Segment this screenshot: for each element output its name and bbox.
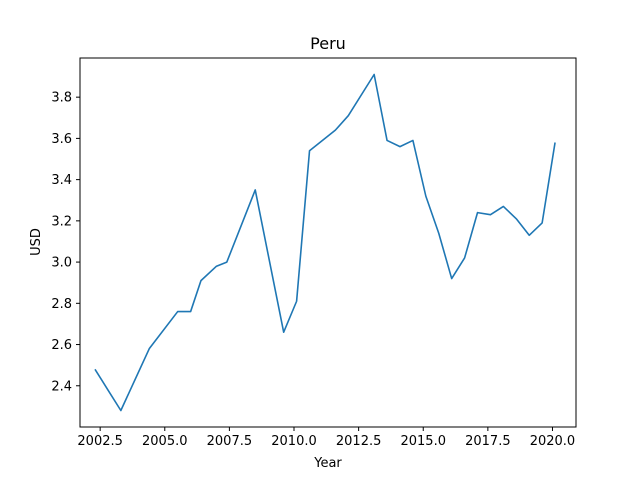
y-tick-label: 2.6 [51, 338, 72, 353]
chart-title: Peru [310, 34, 346, 53]
x-tick-label: 2005.0 [142, 434, 188, 449]
x-tick-label: 2015.0 [400, 434, 446, 449]
y-tick-label: 2.8 [51, 297, 72, 312]
x-axis: 2002.5 2005.0 2007.5 2010.0 2012.5 2015.0 2017… [77, 427, 575, 449]
y-tick-label: 3.0 [51, 256, 72, 271]
x-tick-label: 2010.0 [271, 434, 317, 449]
y-tick-label: 3.8 [51, 91, 72, 106]
x-axis-label: Year [313, 456, 342, 471]
x-tick-label: 2012.5 [336, 434, 382, 449]
y-axis-label: USD [29, 228, 44, 256]
y-tick-label: 2.4 [51, 379, 72, 394]
x-tick-label: 2002.5 [77, 434, 123, 449]
y-tick-label: 3.4 [51, 173, 72, 188]
x-tick-label: 2007.5 [207, 434, 253, 449]
axes-frame [79, 57, 577, 428]
y-tick-label: 3.6 [51, 132, 72, 147]
x-tick-label: 2020.0 [530, 434, 576, 449]
y-tick-label: 3.2 [51, 214, 72, 229]
y-axis: 2.4 2.6 2.8 3.0 3.2 3.4 3.6 3.8 [51, 91, 80, 394]
plot-area [94, 73, 556, 412]
series-line-0 [94, 73, 556, 412]
x-tick-label: 2017.5 [465, 434, 511, 449]
